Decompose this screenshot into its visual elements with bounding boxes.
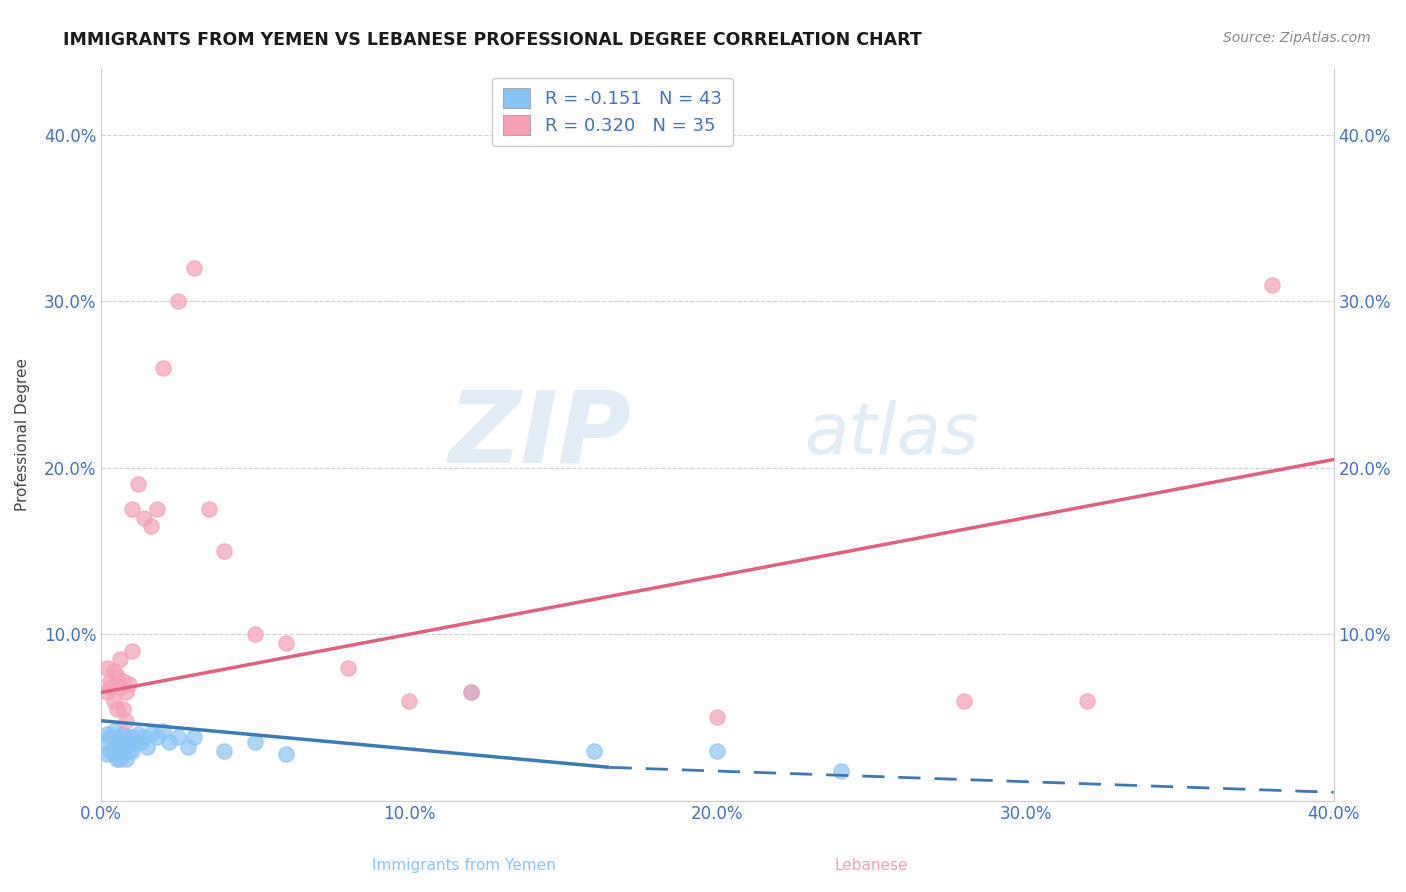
Point bbox=[124, 735, 146, 749]
Point bbox=[115, 740, 138, 755]
Point bbox=[214, 744, 236, 758]
Y-axis label: Professional Degree: Professional Degree bbox=[15, 358, 30, 511]
Point bbox=[108, 731, 131, 745]
Point bbox=[115, 685, 138, 699]
Point bbox=[118, 677, 141, 691]
Text: Immigrants from Yemen: Immigrants from Yemen bbox=[373, 858, 555, 872]
Point bbox=[460, 685, 482, 699]
Point bbox=[1261, 277, 1284, 292]
Point bbox=[953, 694, 976, 708]
Point bbox=[274, 635, 297, 649]
Point bbox=[103, 735, 125, 749]
Point bbox=[103, 747, 125, 761]
Point bbox=[108, 740, 131, 755]
Point bbox=[127, 727, 149, 741]
Point bbox=[105, 740, 128, 755]
Point bbox=[111, 747, 134, 761]
Point bbox=[118, 731, 141, 745]
Point bbox=[108, 752, 131, 766]
Point bbox=[111, 735, 134, 749]
Point bbox=[127, 477, 149, 491]
Point bbox=[145, 731, 167, 745]
Point bbox=[706, 744, 728, 758]
Point bbox=[96, 747, 118, 761]
Point bbox=[145, 502, 167, 516]
Legend: R = -0.151   N = 43, R = 0.320   N = 35: R = -0.151 N = 43, R = 0.320 N = 35 bbox=[492, 78, 733, 146]
Point bbox=[121, 502, 143, 516]
Point bbox=[96, 660, 118, 674]
Point bbox=[105, 731, 128, 745]
Point bbox=[121, 644, 143, 658]
Point bbox=[136, 740, 159, 755]
Point bbox=[111, 673, 134, 688]
Point bbox=[96, 685, 118, 699]
Point bbox=[115, 731, 138, 745]
Point bbox=[398, 694, 420, 708]
Point bbox=[183, 261, 205, 276]
Point bbox=[152, 723, 174, 738]
Point bbox=[706, 710, 728, 724]
Point bbox=[134, 510, 156, 524]
Point bbox=[214, 544, 236, 558]
Point bbox=[118, 744, 141, 758]
Point bbox=[139, 727, 162, 741]
Point bbox=[167, 294, 190, 309]
Point bbox=[245, 735, 267, 749]
Point bbox=[103, 664, 125, 678]
Point bbox=[121, 731, 143, 745]
Point bbox=[100, 731, 122, 745]
Text: IMMIGRANTS FROM YEMEN VS LEBANESE PROFESSIONAL DEGREE CORRELATION CHART: IMMIGRANTS FROM YEMEN VS LEBANESE PROFES… bbox=[63, 31, 922, 49]
Point bbox=[115, 752, 138, 766]
Point bbox=[336, 660, 359, 674]
Point bbox=[183, 731, 205, 745]
Point bbox=[108, 652, 131, 666]
Point bbox=[830, 764, 852, 778]
Point bbox=[96, 727, 118, 741]
Point bbox=[100, 673, 122, 688]
Point bbox=[198, 502, 221, 516]
Point bbox=[1076, 694, 1098, 708]
Point bbox=[103, 723, 125, 738]
Point bbox=[103, 694, 125, 708]
Point bbox=[100, 744, 122, 758]
Point bbox=[108, 681, 131, 695]
Point bbox=[105, 752, 128, 766]
Point bbox=[115, 714, 138, 728]
Text: Lebanese: Lebanese bbox=[835, 858, 908, 872]
Point bbox=[157, 735, 180, 749]
Point bbox=[129, 735, 152, 749]
Point bbox=[105, 669, 128, 683]
Text: ZIP: ZIP bbox=[449, 386, 631, 483]
Point bbox=[245, 627, 267, 641]
Point bbox=[139, 519, 162, 533]
Point bbox=[105, 702, 128, 716]
Point bbox=[111, 727, 134, 741]
Point bbox=[121, 744, 143, 758]
Text: atlas: atlas bbox=[804, 401, 979, 469]
Point bbox=[460, 685, 482, 699]
Point bbox=[583, 744, 606, 758]
Point bbox=[134, 731, 156, 745]
Point bbox=[111, 702, 134, 716]
Point bbox=[93, 735, 115, 749]
Point bbox=[176, 740, 198, 755]
Point bbox=[100, 681, 122, 695]
Text: Source: ZipAtlas.com: Source: ZipAtlas.com bbox=[1223, 31, 1371, 45]
Point bbox=[152, 361, 174, 376]
Point bbox=[167, 731, 190, 745]
Point bbox=[274, 747, 297, 761]
